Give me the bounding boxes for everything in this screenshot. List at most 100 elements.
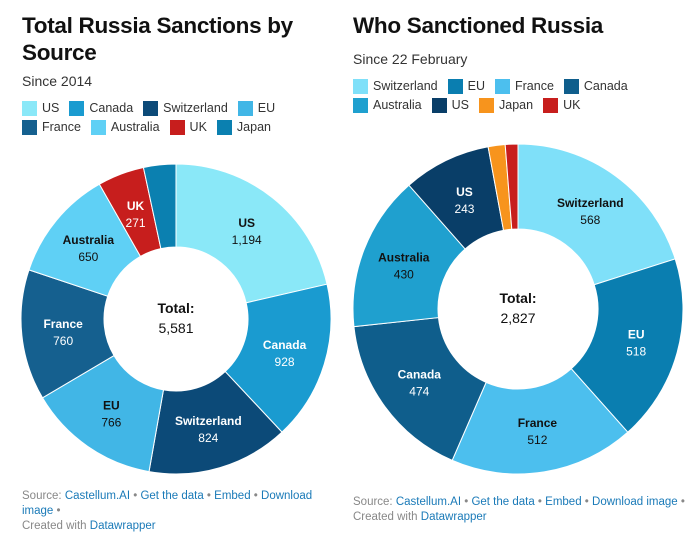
slice-switzerland[interactable] xyxy=(517,143,676,286)
chart-title: Who Sanctioned Russia xyxy=(353,13,603,38)
separator: • xyxy=(581,496,593,508)
footer: Source: Castellum.AI • Get the data • Em… xyxy=(353,495,685,525)
legend-item: Japan xyxy=(216,119,271,135)
source-link[interactable]: Castellum.AI xyxy=(64,490,131,502)
legend-item: Australia xyxy=(353,97,422,113)
slice-label: US xyxy=(456,185,473,199)
legend-swatch xyxy=(353,78,368,94)
legend-swatch xyxy=(563,78,579,94)
total-value: 5,581 xyxy=(158,320,193,336)
slice-value: 1,194 xyxy=(232,233,262,247)
slice-label: Switzerland xyxy=(557,196,624,210)
legend-label: France xyxy=(515,79,554,93)
legend-label: Canada xyxy=(583,79,628,93)
legend-swatch xyxy=(479,97,495,113)
legend-item: Japan xyxy=(479,97,533,113)
donut-chart: US 1,194 Canada 928 Switzerland 824 EU 766 Franc… xyxy=(20,163,332,475)
separator: • xyxy=(203,490,215,502)
separator: • xyxy=(130,490,141,502)
chart-panel-since-2014: Total Russia Sanctions by Source Since 2… xyxy=(0,0,345,532)
legend: Switzerland EU France Canada Australia US Japa… xyxy=(353,78,683,113)
slice-label: UK xyxy=(127,199,145,213)
legend-item: UK xyxy=(543,97,580,113)
slice-canada[interactable] xyxy=(224,283,332,433)
slice-value: 760 xyxy=(53,334,73,348)
legend-label: EU xyxy=(257,101,276,115)
embed-link[interactable]: Embed xyxy=(214,490,251,502)
slice-value: 518 xyxy=(626,344,646,358)
datawrapper-link[interactable]: Datawrapper xyxy=(89,520,156,532)
chart-subtitle: Since 2014 xyxy=(22,73,93,89)
footer: Source: Castellum.AI • Get the data • Em… xyxy=(22,489,345,534)
slice-us[interactable] xyxy=(175,163,328,304)
created-with-label: Created with xyxy=(22,520,90,532)
legend-label: EU xyxy=(467,79,485,93)
slice-uk[interactable] xyxy=(504,143,519,230)
separator: • xyxy=(677,496,685,508)
get-data-link[interactable]: Get the data xyxy=(471,496,535,508)
chart-title: Total Russia Sanctions by Source xyxy=(22,13,293,65)
total-label: Total: xyxy=(157,300,194,316)
slice-value: 430 xyxy=(394,268,414,282)
legend-swatch xyxy=(90,119,106,135)
legend-label: Japan xyxy=(499,98,534,112)
legend-label: Japan xyxy=(236,120,271,134)
total-label: Total: xyxy=(499,290,536,306)
legend-swatch xyxy=(543,97,559,113)
slice-canada[interactable] xyxy=(353,317,487,461)
slice-value: 928 xyxy=(275,355,295,369)
download-image-link[interactable]: Download image xyxy=(592,496,678,508)
slice-japan[interactable] xyxy=(142,163,177,250)
legend-swatch xyxy=(22,119,37,135)
slice-label: France xyxy=(43,317,83,331)
legend-swatch xyxy=(216,119,232,135)
slice-value: 243 xyxy=(454,202,474,216)
legend-label: Canada xyxy=(89,101,134,115)
legend-label: France xyxy=(42,120,81,134)
get-data-link[interactable]: Get the data xyxy=(140,490,204,502)
slice-value: 271 xyxy=(126,216,146,230)
source-label: Source: xyxy=(353,496,396,508)
legend-item: Switzerland xyxy=(143,100,228,116)
slice-label: Australia xyxy=(378,251,430,265)
legend-swatch xyxy=(22,100,37,116)
legend-label: US xyxy=(42,101,60,115)
slice-label: EU xyxy=(103,398,120,412)
chart-subtitle: Since 22 February xyxy=(353,51,468,67)
legend-label: UK xyxy=(189,120,207,134)
legend-swatch xyxy=(495,78,510,94)
download-image-link[interactable]: Download image xyxy=(22,490,313,517)
slice-label: EU xyxy=(628,327,645,341)
slice-label: US xyxy=(238,216,255,230)
total-value: 2,827 xyxy=(500,310,535,326)
legend-item: EU xyxy=(447,78,485,94)
legend-label: Australia xyxy=(110,120,160,134)
legend-swatch xyxy=(431,97,447,113)
embed-link[interactable]: Embed xyxy=(545,496,582,508)
legend-swatch xyxy=(69,100,85,116)
separator: • xyxy=(534,496,546,508)
slice-france[interactable] xyxy=(451,368,629,475)
legend-item: Canada xyxy=(563,78,628,94)
source-link[interactable]: Castellum.AI xyxy=(395,496,462,508)
legend-item: US xyxy=(431,97,469,113)
source-label: Source: xyxy=(22,490,65,502)
legend-item: UK xyxy=(169,119,207,135)
legend-label: Switzerland xyxy=(373,79,438,93)
legend-label: Australia xyxy=(373,98,422,112)
legend-item: France xyxy=(22,119,81,135)
slice-label: Canada xyxy=(263,338,307,352)
datawrapper-link[interactable]: Datawrapper xyxy=(420,511,487,523)
slice-value: 824 xyxy=(198,431,218,445)
slice-value: 568 xyxy=(580,213,600,227)
separator: • xyxy=(250,490,262,502)
donut-chart: Switzerland 568 EU 518 France 512 Canada 474 Aus… xyxy=(352,143,684,475)
legend-label: Switzerland xyxy=(163,101,228,115)
slice-value: 512 xyxy=(527,433,547,447)
slice-value: 474 xyxy=(409,385,429,399)
slice-value: 766 xyxy=(101,415,121,429)
separator: • xyxy=(461,496,472,508)
slice-label: Switzerland xyxy=(175,414,242,428)
slice-eu[interactable] xyxy=(570,258,684,433)
legend-item: France xyxy=(495,78,554,94)
